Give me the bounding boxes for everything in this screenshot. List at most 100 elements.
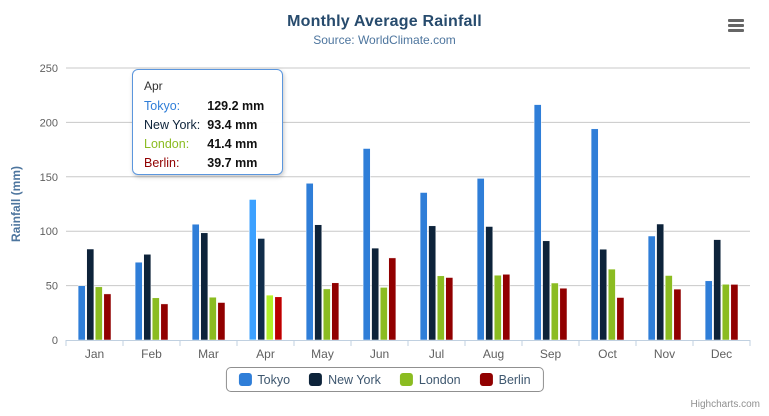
bar-new-york-jul[interactable] xyxy=(428,225,437,341)
bar-new-york-oct[interactable] xyxy=(599,248,608,341)
x-axis-label-aug: Aug xyxy=(483,347,504,361)
bar-berlin-jul[interactable] xyxy=(445,277,454,341)
y-axis-label-150: 150 xyxy=(40,172,58,184)
bar-london-aug[interactable] xyxy=(493,274,502,341)
bar-berlin-apr[interactable] xyxy=(274,296,283,341)
y-axis-label-0: 0 xyxy=(52,335,58,347)
x-axis-label-may: May xyxy=(311,347,334,361)
legend-item-new-york[interactable]: New York xyxy=(309,373,381,387)
tooltip: Apr Tokyo: 129.2 mm New York: 93.4 mm London… xyxy=(132,69,283,175)
y-axis-label-100: 100 xyxy=(40,226,58,238)
bar-berlin-jan[interactable] xyxy=(103,293,112,341)
x-axis-label-jan: Jan xyxy=(85,347,104,361)
bar-tokyo-jul[interactable] xyxy=(419,192,428,341)
tooltip-series-label: Tokyo: xyxy=(144,98,181,113)
x-axis-label-mar: Mar xyxy=(198,347,219,361)
tooltip-series-value: 41.4 mm xyxy=(207,136,258,151)
legend-item-tokyo[interactable]: Tokyo xyxy=(238,373,290,387)
x-axis-label-dec: Dec xyxy=(711,347,732,361)
legend-item-berlin[interactable]: Berlin xyxy=(479,372,531,387)
bar-tokyo-aug[interactable] xyxy=(476,178,485,341)
legend: Tokyo New York London Berlin xyxy=(225,367,544,392)
bar-new-york-mar[interactable] xyxy=(200,232,209,341)
bar-berlin-oct[interactable] xyxy=(616,297,625,341)
bar-berlin-sep[interactable] xyxy=(559,287,568,341)
chart-subtitle: Source: WorldClimate.com xyxy=(313,33,456,47)
bar-new-york-nov[interactable] xyxy=(656,223,665,341)
bar-berlin-nov[interactable] xyxy=(673,288,682,341)
tooltip-row: London: 41.4 mm xyxy=(144,134,264,153)
highcharts-credit[interactable]: Highcharts.com xyxy=(690,399,760,410)
legend-label: New York xyxy=(328,372,381,387)
bar-new-york-aug[interactable] xyxy=(485,226,494,341)
bar-new-york-sep[interactable] xyxy=(542,240,551,341)
bar-tokyo-apr[interactable] xyxy=(248,199,257,341)
bar-london-jul[interactable] xyxy=(436,275,445,341)
bar-berlin-jun[interactable] xyxy=(388,257,397,341)
bar-london-jun[interactable] xyxy=(379,287,388,341)
bar-tokyo-may[interactable] xyxy=(305,183,314,341)
tooltip-series-value: 129.2 mm xyxy=(207,98,265,113)
bar-berlin-mar[interactable] xyxy=(217,302,226,341)
tooltip-header: Apr xyxy=(144,79,163,93)
y-axis-label-250: 250 xyxy=(40,63,58,75)
tooltip-table: Tokyo: 129.2 mm New York: 93.4 mm London: 41.… xyxy=(144,96,264,172)
bar-new-york-feb[interactable] xyxy=(143,254,152,341)
x-axis-label-feb: Feb xyxy=(141,347,162,361)
bar-tokyo-mar[interactable] xyxy=(191,223,200,341)
y-axis-label-50: 50 xyxy=(46,281,58,293)
legend-symbol-berlin xyxy=(479,373,493,386)
bar-new-york-jun[interactable] xyxy=(371,247,380,341)
bar-new-york-dec[interactable] xyxy=(713,239,722,341)
legend-symbol-new-york xyxy=(309,373,323,386)
x-axis-label-nov: Nov xyxy=(654,347,675,361)
tooltip-series-value: 93.4 mm xyxy=(207,117,258,132)
bar-tokyo-dec[interactable] xyxy=(704,280,713,341)
bar-new-york-may[interactable] xyxy=(314,224,323,341)
x-axis-label-oct: Oct xyxy=(598,347,617,361)
bar-tokyo-oct[interactable] xyxy=(590,128,599,341)
x-axis-label-apr: Apr xyxy=(256,347,275,361)
bar-london-may[interactable] xyxy=(322,288,331,341)
tooltip-series-label: London: xyxy=(144,136,190,151)
bar-london-dec[interactable] xyxy=(721,284,730,341)
bar-tokyo-sep[interactable] xyxy=(533,104,542,341)
legend-item-london[interactable]: London xyxy=(399,372,461,387)
bar-tokyo-nov[interactable] xyxy=(647,235,656,341)
x-axis-label-sep: Sep xyxy=(540,347,562,361)
legend-label: Tokyo xyxy=(257,372,291,387)
tooltip-row: Berlin: 39.7 mm xyxy=(144,153,264,172)
bar-new-york-apr[interactable] xyxy=(257,238,266,341)
bar-london-feb[interactable] xyxy=(151,297,160,341)
bar-london-mar[interactable] xyxy=(208,296,217,341)
y-axis-label-200: 200 xyxy=(40,117,58,129)
bar-tokyo-feb[interactable] xyxy=(134,261,143,341)
hamburger-icon xyxy=(728,18,748,32)
bar-berlin-dec[interactable] xyxy=(730,284,739,341)
bar-london-sep[interactable] xyxy=(550,282,559,341)
y-axis-title: Rainfall (mm) xyxy=(9,166,23,242)
bar-london-nov[interactable] xyxy=(664,275,673,341)
legend-symbol-tokyo xyxy=(238,373,252,386)
bar-berlin-aug[interactable] xyxy=(502,274,511,341)
bar-london-oct[interactable] xyxy=(607,268,616,341)
tooltip-series-label: New York: xyxy=(144,117,201,132)
export-menu-button[interactable] xyxy=(725,14,751,36)
tooltip-series-label: Berlin: xyxy=(144,155,180,170)
bar-new-york-jan[interactable] xyxy=(86,248,95,341)
tooltip-row: New York: 93.4 mm xyxy=(144,115,264,134)
bar-tokyo-jun[interactable] xyxy=(362,148,371,341)
legend-label: London xyxy=(418,372,461,387)
legend-symbol-london xyxy=(399,373,413,386)
bar-london-apr[interactable] xyxy=(265,294,274,341)
bar-london-jan[interactable] xyxy=(94,286,103,341)
tooltip-row: Tokyo: 129.2 mm xyxy=(144,96,264,115)
legend-label: Berlin xyxy=(498,372,531,387)
bar-berlin-feb[interactable] xyxy=(160,303,169,341)
x-axis-label-jun: Jun xyxy=(370,347,389,361)
chart-title: Monthly Average Rainfall xyxy=(287,13,482,30)
bar-berlin-may[interactable] xyxy=(331,282,340,341)
bar-tokyo-jan[interactable] xyxy=(77,285,86,341)
